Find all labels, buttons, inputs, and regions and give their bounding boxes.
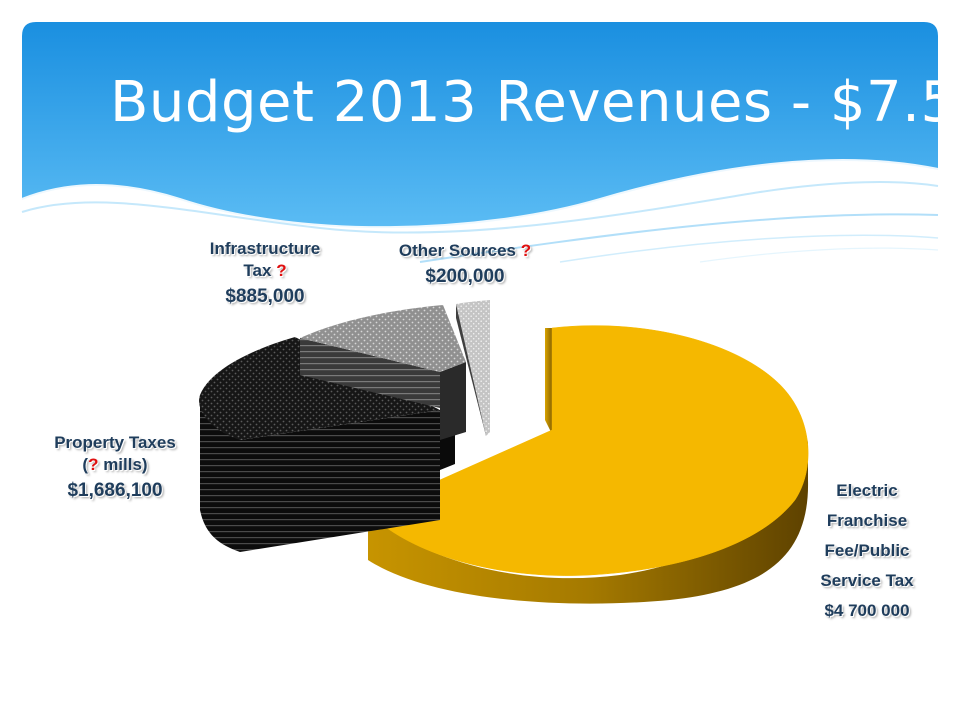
- label-other-value: $200,000: [425, 266, 505, 287]
- label-infrastructure-question: ?: [276, 261, 287, 280]
- label-property-line1: Property Taxes: [54, 433, 176, 452]
- label-infrastructure-value: $885,000: [225, 286, 305, 307]
- label-property-paren: (: [82, 455, 89, 474]
- label-electric-value: $4 700 000: [824, 601, 910, 620]
- label-property-mills: mills): [98, 455, 148, 474]
- slice-electric: [367, 325, 809, 604]
- label-other-sources: Other Sources ? $200,000: [370, 240, 560, 291]
- label-electric-line4: Service Tax: [820, 571, 914, 590]
- label-other-question: ?: [520, 241, 532, 260]
- slice-infra: [300, 305, 466, 440]
- slide-title: Budget 2013 Revenues - $7.5M: [110, 70, 960, 135]
- label-property-value: $1,686,100: [67, 480, 163, 501]
- label-electric: Electric Franchise Fee/Public Service Ta…: [800, 476, 934, 626]
- label-other-line1: Other Sources: [398, 241, 517, 260]
- label-electric-line3: Fee/Public: [824, 541, 910, 560]
- label-infrastructure: Infrastructure Tax ? $885,000: [180, 238, 350, 311]
- label-electric-line2: Franchise: [826, 511, 908, 530]
- header-banner: [21, 22, 939, 263]
- label-property-taxes: Property Taxes (? mills) $1,686,100: [30, 432, 200, 505]
- label-infrastructure-line2: Tax: [243, 261, 272, 280]
- label-property-question: ?: [88, 455, 99, 474]
- slice-other: [456, 300, 490, 436]
- label-infrastructure-line1: Infrastructure: [209, 239, 321, 258]
- label-electric-line1: Electric: [836, 481, 898, 500]
